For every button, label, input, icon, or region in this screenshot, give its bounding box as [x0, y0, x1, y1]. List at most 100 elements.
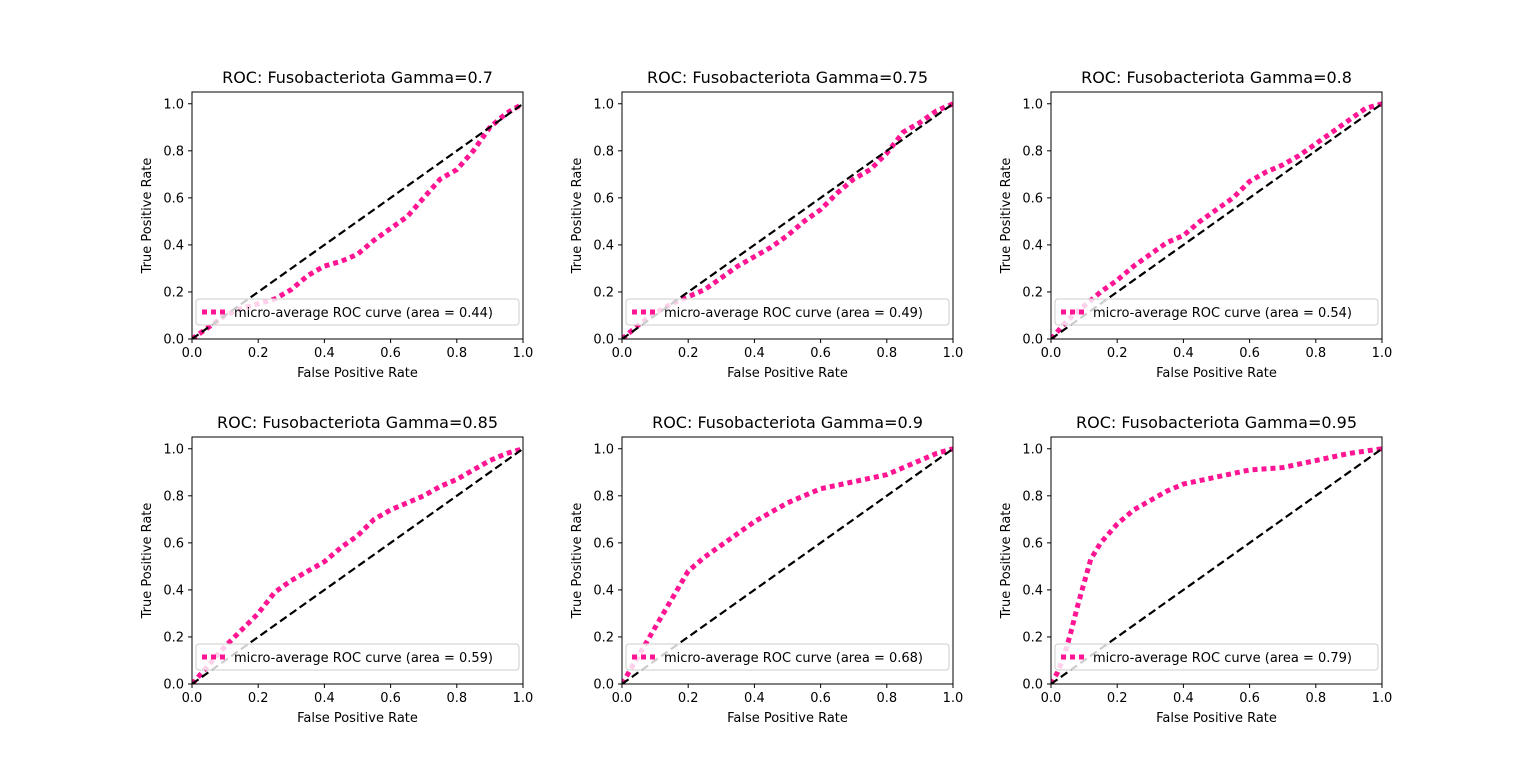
x-axis-label: False Positive Rate	[1156, 366, 1277, 381]
x-tick-label: 0.6	[380, 346, 401, 361]
y-tick-label: 0.2	[593, 285, 614, 300]
x-tick-label: 0.0	[612, 346, 633, 361]
legend-box	[625, 643, 950, 671]
legend: micro-average ROC curve (area = 0.59)	[195, 643, 520, 671]
y-tick-label: 1.0	[163, 442, 184, 457]
chart-title: ROC: Fusobacteriota Gamma=0.7	[222, 68, 493, 87]
legend: micro-average ROC curve (area = 0.79)	[1054, 643, 1379, 671]
y-tick-label: 0.4	[1022, 583, 1043, 598]
x-tick-label: 0.8	[1305, 691, 1326, 706]
x-tick-label: 1.0	[943, 691, 964, 706]
x-axis-label: False Positive Rate	[1156, 711, 1277, 726]
y-tick-label: 0.8	[1022, 144, 1043, 159]
x-tick-label: 0.4	[314, 691, 335, 706]
x-axis-label: False Positive Rate	[297, 711, 418, 726]
x-tick-label: 1.0	[513, 691, 534, 706]
roc-panel-3: 0.0 0.2 0.4 0.6 0.8 1.0 0.0 0.2 0.4 0.6 0.8 1.0 ROC:…	[999, 68, 1392, 381]
x-axis-label: False Positive Rate	[727, 711, 848, 726]
x-tick-label: 0.0	[1041, 346, 1062, 361]
micro-average-roc-curve	[1051, 446, 1382, 684]
legend-entry-label: micro-average ROC curve (area = 0.49)	[664, 306, 923, 321]
y-tick-label: 0.8	[593, 144, 614, 159]
y-tick-label: 0.4	[1022, 238, 1043, 253]
roc-panel-1: 0.0 0.2 0.4 0.6 0.8 1.0 0.0 0.2 0.4 0.6 0.8 1.0 ROC:…	[140, 68, 533, 381]
axes-frame	[621, 91, 954, 340]
roc-panel-5: 0.0 0.2 0.4 0.6 0.8 1.0 0.0 0.2 0.4 0.6 0.8 1.0 ROC:…	[570, 413, 963, 726]
x-axis-label: False Positive Rate	[727, 366, 848, 381]
x-tick-label: 0.2	[1107, 346, 1128, 361]
y-tick-label: 0.0	[1022, 678, 1043, 693]
y-tick-label: 0.2	[1022, 285, 1043, 300]
x-tick-label: 1.0	[513, 346, 534, 361]
axes-frame	[1050, 436, 1383, 685]
chart-title: ROC: Fusobacteriota Gamma=0.75	[647, 68, 928, 87]
y-tick-label: 0.6	[593, 191, 614, 206]
x-tick-label: 0.6	[810, 346, 831, 361]
y-tick-label: 0.8	[1022, 489, 1043, 504]
y-tick-label: 1.0	[1022, 97, 1043, 112]
y-tick-label: 0.2	[1022, 630, 1043, 645]
x-tick-label: 1.0	[1372, 346, 1393, 361]
y-tick-label: 1.0	[1022, 442, 1043, 457]
axes-frame	[621, 436, 954, 685]
legend-entry-label: micro-average ROC curve (area = 0.44)	[234, 306, 493, 321]
x-tick-label: 0.2	[248, 346, 269, 361]
y-axis-label: True Positive Rate	[999, 158, 1014, 275]
x-tick-label: 0.2	[1107, 691, 1128, 706]
x-tick-label: 0.0	[1041, 691, 1062, 706]
x-tick-label: 0.2	[678, 691, 699, 706]
y-tick-label: 0.6	[163, 536, 184, 551]
legend-entry-label: micro-average ROC curve (area = 0.79)	[1093, 651, 1352, 666]
x-tick-label: 0.6	[810, 691, 831, 706]
y-tick-label: 1.0	[593, 442, 614, 457]
y-tick-label: 0.0	[593, 333, 614, 348]
y-axis-label: True Positive Rate	[140, 158, 155, 275]
micro-average-roc-curve	[1051, 101, 1382, 339]
x-tick-label: 0.4	[314, 346, 335, 361]
legend-entry-label: micro-average ROC curve (area = 0.68)	[664, 651, 923, 666]
legend: micro-average ROC curve (area = 0.68)	[625, 643, 950, 671]
y-tick-label: 0.8	[163, 489, 184, 504]
y-tick-label: 0.2	[163, 285, 184, 300]
x-tick-label: 0.8	[1305, 346, 1326, 361]
x-tick-label: 0.8	[876, 346, 897, 361]
y-tick-label: 0.6	[1022, 536, 1043, 551]
y-tick-label: 0.4	[593, 583, 614, 598]
legend-entry-label: micro-average ROC curve (area = 0.54)	[1093, 306, 1352, 321]
x-tick-label: 0.8	[876, 691, 897, 706]
y-tick-label: 0.4	[163, 238, 184, 253]
x-tick-label: 0.4	[744, 346, 765, 361]
micro-average-roc-curve	[192, 446, 523, 684]
y-tick-label: 0.8	[593, 489, 614, 504]
y-tick-label: 0.2	[163, 630, 184, 645]
x-tick-label: 0.8	[446, 691, 467, 706]
chart-title: ROC: Fusobacteriota Gamma=0.95	[1076, 413, 1357, 432]
roc-panel-2: 0.0 0.2 0.4 0.6 0.8 1.0 0.0 0.2 0.4 0.6 0.8 1.0 ROC:…	[570, 68, 963, 381]
x-tick-label: 0.4	[1173, 691, 1194, 706]
x-tick-label: 1.0	[943, 346, 964, 361]
y-axis-label: True Positive Rate	[999, 503, 1014, 620]
legend: micro-average ROC curve (area = 0.44)	[195, 298, 520, 326]
y-tick-label: 0.8	[163, 144, 184, 159]
y-tick-label: 0.6	[1022, 191, 1043, 206]
roc-panel-6: 0.0 0.2 0.4 0.6 0.8 1.0 0.0 0.2 0.4 0.6 0.8 1.0 ROC:…	[999, 413, 1392, 726]
y-tick-label: 0.6	[163, 191, 184, 206]
y-tick-label: 1.0	[163, 97, 184, 112]
legend-box	[625, 298, 950, 326]
y-tick-label: 0.0	[593, 678, 614, 693]
legend-box	[195, 643, 520, 671]
y-axis-label: True Positive Rate	[570, 158, 585, 275]
y-axis-label: True Positive Rate	[140, 503, 155, 620]
x-tick-label: 0.2	[678, 346, 699, 361]
x-tick-label: 0.0	[182, 346, 203, 361]
x-tick-label: 1.0	[1372, 691, 1393, 706]
x-tick-label: 0.4	[744, 691, 765, 706]
axes-frame	[191, 436, 524, 685]
x-tick-label: 0.2	[248, 691, 269, 706]
chart-title: ROC: Fusobacteriota Gamma=0.85	[217, 413, 498, 432]
y-axis-label: True Positive Rate	[570, 503, 585, 620]
x-axis-label: False Positive Rate	[297, 366, 418, 381]
y-tick-label: 0.0	[163, 333, 184, 348]
legend-box	[195, 298, 520, 326]
